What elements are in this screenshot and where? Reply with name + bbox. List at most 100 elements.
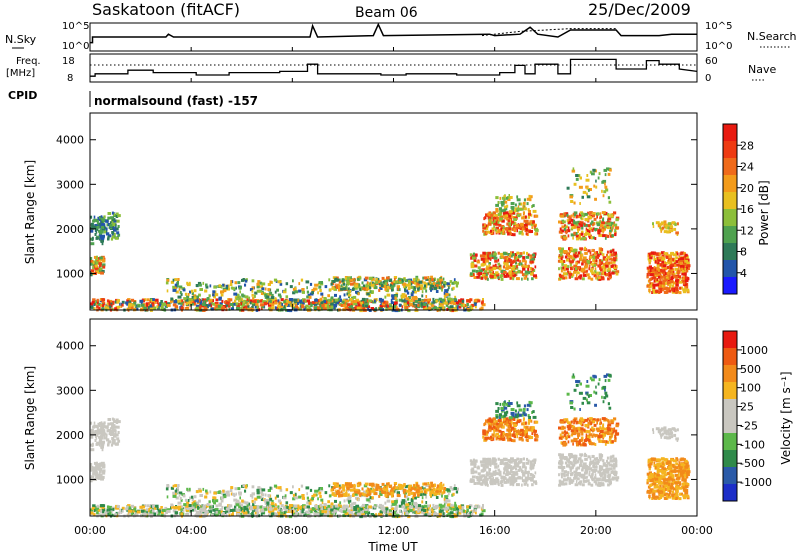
power-echo-cell	[518, 225, 522, 229]
power-echo-cell	[532, 204, 535, 208]
velocity-echo-cell	[328, 510, 332, 514]
power-echo-cell	[427, 276, 430, 279]
velocity-echo-cell	[160, 506, 163, 509]
power-echo-cell	[582, 190, 587, 194]
power-echo-cell	[121, 303, 124, 307]
velocity-echo-cell	[95, 470, 98, 474]
power-echo-cell	[115, 236, 119, 240]
power-echo-cell	[663, 272, 665, 276]
power-echo-cell	[506, 214, 509, 218]
velocity-echo-cell	[107, 418, 112, 421]
power-echo-cell	[654, 271, 659, 275]
power-echo-cell	[508, 227, 512, 231]
power-echo-cell	[198, 306, 201, 310]
power-echo-cell	[197, 299, 199, 303]
velocity-echo-cell	[473, 505, 478, 509]
velocity-echo-cell	[128, 506, 132, 510]
power-echo-cell	[225, 284, 229, 288]
power-echo-cell	[575, 223, 579, 227]
power-echo-cell	[615, 218, 619, 222]
power-echo-cell	[213, 285, 217, 289]
power-echo-cell	[463, 307, 466, 311]
velocity-echo-cell	[421, 500, 424, 504]
power-echo-cell	[675, 279, 679, 283]
velocity-echo-cell	[414, 505, 419, 509]
power-echo-cell	[257, 300, 260, 304]
power-echo-cell	[261, 305, 265, 309]
power-echo-cell	[479, 269, 483, 273]
velocity-echo-cell	[403, 508, 407, 512]
velocity-echo-cell	[337, 489, 340, 493]
velocity-echo-cell	[425, 513, 430, 517]
power-echo-cell	[606, 167, 610, 171]
velocity-echo-cell	[477, 505, 481, 509]
velocity-echo-cell	[286, 505, 289, 509]
velocity-echo-cell	[106, 429, 108, 433]
velocity-echo-cell	[312, 493, 317, 497]
velocity-echo-cell	[273, 484, 278, 488]
power-echo-cell	[603, 190, 607, 194]
velocity-echo-cell	[96, 473, 101, 477]
power-echo-cell	[198, 293, 201, 297]
power-echo-cell	[452, 302, 456, 305]
power-echo-cell	[430, 284, 435, 288]
power-echo-cell	[487, 222, 492, 226]
velocity-echo-cell	[90, 511, 94, 515]
velocity-echo-cell	[187, 499, 190, 502]
velocity-echo-cell	[121, 506, 125, 510]
power-echo-cell	[578, 233, 581, 237]
velocity-echo-cell	[188, 504, 192, 507]
velocity-echo-cell	[352, 501, 357, 505]
power-echo-cell	[512, 233, 516, 237]
power-echo-cell	[559, 249, 563, 253]
power-echo-cell	[439, 281, 442, 284]
power-echo-cell	[663, 223, 667, 227]
power-echo-cell	[407, 287, 411, 290]
power-echo-cell	[510, 251, 512, 255]
power-echo-cell	[533, 274, 537, 278]
velocity-echo-cell	[103, 429, 106, 433]
velocity-echo-cell	[360, 507, 364, 511]
velocity-echo-cell	[391, 494, 393, 498]
power-echo-cell	[431, 304, 434, 308]
velocity-echo-cell	[277, 486, 282, 490]
velocity-echo-cell	[104, 511, 108, 515]
velocity-echo-cell	[412, 507, 415, 511]
power-echo-cell	[370, 307, 375, 310]
velocity-echo-cell	[164, 506, 168, 510]
velocity-echo-cell	[186, 501, 190, 505]
power-echo-cell	[482, 251, 486, 255]
power-echo-cell	[661, 269, 666, 273]
velocity-echo-cell	[474, 511, 477, 515]
power-echo-cell	[582, 260, 587, 264]
velocity-echo-cell	[388, 513, 391, 517]
power-echo-cell	[343, 278, 346, 282]
velocity-echo-cell	[454, 501, 457, 505]
velocity-echo-cell	[267, 507, 270, 511]
power-echo-cell	[199, 301, 203, 305]
power-echo-cell	[500, 269, 505, 273]
power-echo-cell	[100, 271, 104, 275]
power-echo-cell	[520, 222, 524, 226]
power-echo-cell	[677, 266, 680, 270]
power-echo-cell	[661, 256, 664, 260]
power-echo-cell	[683, 272, 687, 276]
velocity-echo-cell	[469, 511, 472, 515]
velocity-echo-cell	[112, 507, 115, 511]
power-echo-cell	[422, 304, 425, 308]
power-echo-cell	[451, 281, 455, 285]
power-echo-cell	[529, 254, 533, 258]
power-echo-cell	[302, 301, 305, 305]
power-echo-cell	[403, 277, 406, 281]
velocity-echo-cell	[362, 490, 366, 494]
power-echo-cell	[469, 253, 473, 257]
power-echo-cell	[320, 301, 324, 305]
power-echo-cell	[102, 234, 105, 238]
velocity-echo-cell	[237, 487, 241, 491]
power-echo-cell	[649, 256, 653, 260]
power-echo-cell	[561, 276, 566, 280]
power-echo-cell	[599, 268, 603, 272]
power-echo-cell	[96, 267, 101, 271]
velocity-echo-cell	[103, 421, 106, 425]
velocity-echo-cell	[139, 505, 144, 509]
